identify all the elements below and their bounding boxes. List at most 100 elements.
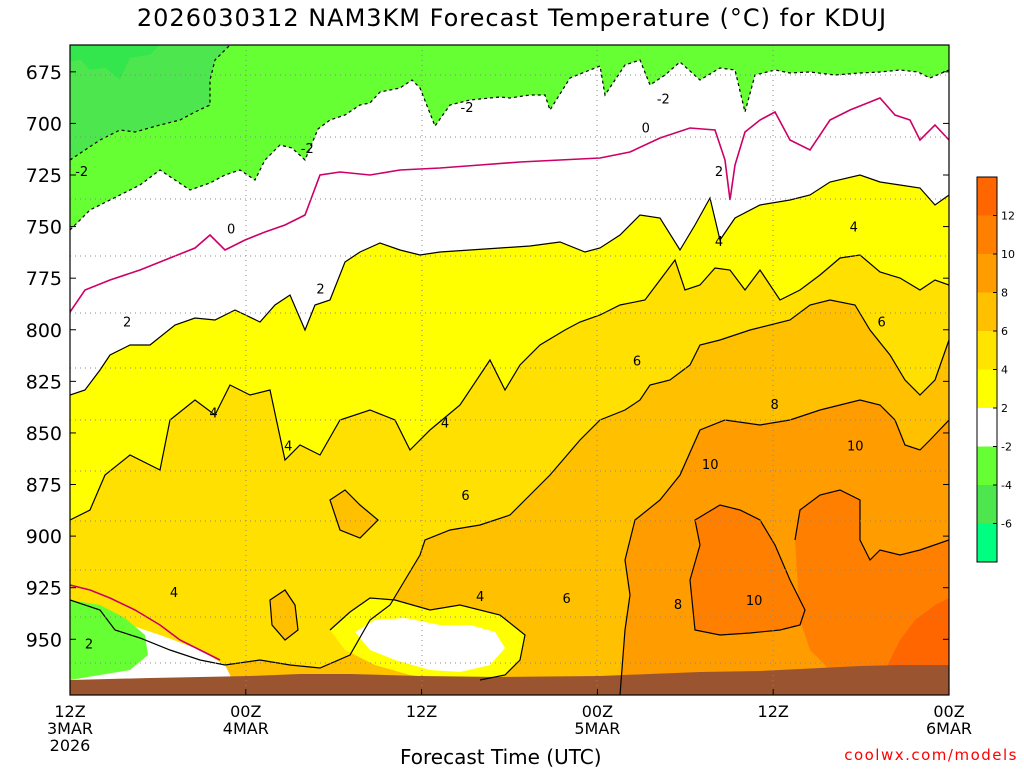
contour-label: 2 (123, 316, 131, 331)
contour-label: 2 (316, 282, 324, 297)
colorbar-label: 12 (1001, 210, 1015, 223)
contour-blob-b (329, 489, 379, 539)
colorbar-swatch (977, 292, 997, 331)
x-tick-label: 6MAR (926, 719, 972, 738)
y-tick-label: 700 (26, 113, 62, 135)
contour-label: 0 (642, 122, 650, 137)
contour-label: 6 (562, 592, 570, 607)
contour-label: -2 (657, 93, 670, 108)
contour-label: 10 (847, 439, 864, 454)
x-tick-label: 00Z (582, 702, 613, 721)
contour-lines (70, 45, 949, 695)
fill-left-surface-green (70, 600, 148, 680)
colorbar-label: 6 (1001, 325, 1008, 338)
y-tick-label: 675 (26, 62, 62, 84)
chart-title: 2026030312 NAM3KM Forecast Temperature (… (136, 4, 888, 32)
contour-label: 8 (674, 598, 682, 613)
colorbar-label: -6 (1001, 518, 1012, 531)
x-tick-label: 3MAR (47, 719, 93, 738)
contour-label: 6 (461, 489, 469, 504)
fill-band-minus4b (70, 45, 230, 160)
contour-label: 10 (746, 594, 763, 609)
colorbar-label: 8 (1001, 287, 1008, 300)
contour-label: 10 (702, 458, 719, 473)
colorbar-swatch (977, 177, 997, 216)
contour-label: 4 (441, 417, 449, 432)
ground-fill (70, 665, 949, 695)
y-tick-label: 725 (26, 165, 62, 187)
freezing-line-layer (70, 97, 949, 661)
colorbar-swatch (977, 408, 997, 447)
colorbar-swatch (977, 254, 997, 293)
contour-label: 4 (209, 406, 217, 421)
colorbar-swatch (977, 523, 997, 562)
freezing-line-lower (70, 584, 221, 661)
y-tick-label: 825 (26, 371, 62, 393)
x-tick-label: 00Z (933, 702, 964, 721)
colorbar-label: 10 (1001, 248, 1015, 261)
contour-pocket (329, 597, 526, 681)
y-tick-label: 950 (26, 629, 62, 651)
colorbar-label: 2 (1001, 402, 1008, 415)
fill-band-minus2 (70, 45, 949, 230)
y-tick-label: 875 (26, 475, 62, 497)
y-tick-label: 775 (26, 268, 62, 290)
colorbar-label: -2 (1001, 441, 1012, 454)
colorbar-swatch (977, 215, 997, 254)
axis-ticks: 67570072575077580082585087590092595012Z3… (26, 62, 972, 755)
contour-label: 6 (877, 316, 885, 331)
x-tick-label: 2026 (50, 736, 91, 755)
contour-minus2 (70, 59, 949, 231)
colorbar-swatch (977, 369, 997, 408)
contour-label: -2 (75, 165, 88, 180)
contour-label: 4 (850, 221, 858, 236)
contour-label: 2 (715, 165, 723, 180)
contour-minus4 (70, 45, 231, 161)
contour-label: 4 (284, 439, 292, 454)
fill-band-10to12a (690, 505, 805, 635)
contour-label: 4 (170, 586, 178, 601)
y-tick-label: 850 (26, 423, 62, 445)
temperature-fill-layer (70, 45, 949, 695)
y-tick-label: 925 (26, 578, 62, 600)
fill-band-minus4 (70, 45, 160, 80)
colorbar-swatch (977, 485, 997, 524)
contour-label: -2 (461, 101, 474, 116)
fill-blob-a (270, 590, 298, 640)
colorbar-label: -4 (1001, 479, 1012, 492)
contour-4 (70, 254, 949, 521)
freezing-line-upper (70, 97, 949, 313)
fill-blob-b (330, 490, 378, 538)
contour-label: 4 (715, 235, 723, 250)
contour-10a (689, 504, 806, 636)
x-axis-label: Forecast Time (UTC) (400, 745, 602, 769)
colorbar: -6 -4 -2 2 4 6 8 10 12 (976, 176, 1015, 563)
plot-frame (69, 44, 950, 696)
x-tick-label: 12Z (54, 702, 85, 721)
colorbar-swatch (977, 331, 997, 370)
credit-link[interactable]: coolwx.com/models (844, 746, 1018, 764)
contour-labels: -2 -2 -2 -2 0 0 2 2 2 2 4 4 4 4 4 4 4 6 6 6 6 8 8 10 10 10 (75, 93, 886, 653)
colorbar-label: 4 (1001, 364, 1008, 377)
contour-label: 6 (633, 355, 641, 370)
contour-label: 8 (771, 398, 779, 413)
x-tick-label: 12Z (406, 702, 437, 721)
y-tick-label: 750 (26, 217, 62, 239)
fill-pocket-low-white (355, 618, 505, 672)
x-tick-label: 00Z (230, 702, 261, 721)
x-tick-label: 5MAR (574, 719, 620, 738)
y-tick-label: 800 (26, 320, 62, 342)
contour-8 (619, 399, 949, 695)
contour-label: 4 (476, 590, 484, 605)
y-tick-label: 900 (26, 526, 62, 548)
contour-label: -2 (301, 142, 314, 157)
contour-label: 0 (227, 223, 235, 238)
contour-2 (70, 174, 949, 396)
contour-6 (70, 299, 949, 669)
x-tick-label: 12Z (758, 702, 789, 721)
contour-10b (794, 489, 949, 562)
colorbar-swatch (977, 446, 997, 485)
contour-label: 2 (85, 637, 93, 652)
x-tick-label: 4MAR (223, 719, 269, 738)
